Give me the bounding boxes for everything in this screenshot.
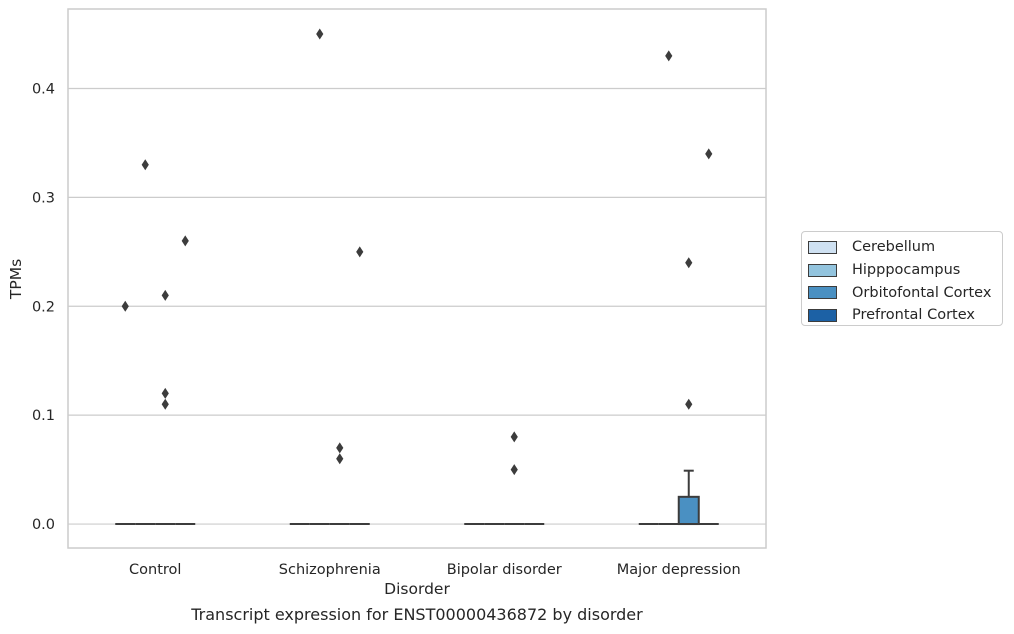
legend-swatch — [808, 286, 837, 300]
legend-label: Prefrontal Cortex — [852, 307, 975, 324]
legend: Cerebellum Hipppocampus Orbitofontal Corte… — [801, 231, 1003, 326]
outlier-point — [121, 300, 129, 312]
outlier-point — [336, 442, 344, 454]
outlier-point — [510, 464, 518, 476]
legend-swatch — [808, 240, 837, 254]
outlier-point — [685, 257, 693, 269]
y-tick-label: 0.0 — [32, 517, 55, 533]
y-tick-label: 0.2 — [32, 299, 55, 315]
legend-item: Orbitofontal Cortex — [808, 281, 1002, 304]
x-axis-label: Disorder — [384, 580, 450, 598]
box-group — [135, 159, 156, 526]
y-gridlines — [68, 87, 766, 525]
y-tick-label: 0.1 — [32, 408, 55, 424]
x-tick-label: Control — [129, 562, 181, 578]
outlier-point — [705, 148, 713, 160]
outlier-point — [685, 398, 693, 410]
plot-frame — [67, 8, 767, 549]
outlier-point — [356, 246, 364, 258]
x-tick-label: Bipolar disorder — [447, 562, 562, 578]
legend-item: Hipppocampus — [808, 259, 1002, 282]
x-tick-label: Major depression — [617, 562, 741, 578]
legend-item: Prefrontal Cortex — [808, 304, 1002, 327]
y-tick-label: 0.3 — [32, 190, 55, 206]
box-group — [504, 431, 525, 526]
y-tick-label: 0.4 — [32, 81, 55, 97]
box-group — [349, 246, 370, 526]
box — [677, 495, 700, 526]
outlier-point — [510, 431, 518, 443]
outlier-point — [161, 289, 169, 301]
boxes — [115, 28, 719, 526]
box-group — [175, 235, 196, 526]
box-group — [155, 289, 176, 526]
legend-label: Cerebellum — [852, 239, 936, 256]
outlier-point — [141, 159, 149, 171]
outlier-point — [181, 235, 189, 247]
box-group — [309, 28, 330, 526]
outlier-point — [336, 453, 344, 465]
box-group — [329, 442, 350, 526]
outlier-point — [161, 398, 169, 410]
legend-label: Hipppocampus — [852, 262, 961, 279]
box-group — [658, 50, 679, 526]
box-group — [115, 300, 136, 526]
box-group — [698, 148, 719, 526]
y-axis-label: TPMs — [7, 259, 25, 300]
chart-caption: Transcript expression for ENST0000043687… — [191, 605, 643, 624]
x-tick-label: Schizophrenia — [279, 562, 381, 578]
outlier-point — [161, 387, 169, 399]
outlier-point — [665, 50, 673, 62]
legend-swatch — [808, 263, 837, 277]
box-group — [677, 257, 700, 526]
legend-label: Orbitofontal Cortex — [852, 284, 992, 301]
legend-swatch — [808, 308, 837, 322]
outlier-point — [316, 28, 324, 40]
legend-item: Cerebellum — [808, 236, 1002, 259]
